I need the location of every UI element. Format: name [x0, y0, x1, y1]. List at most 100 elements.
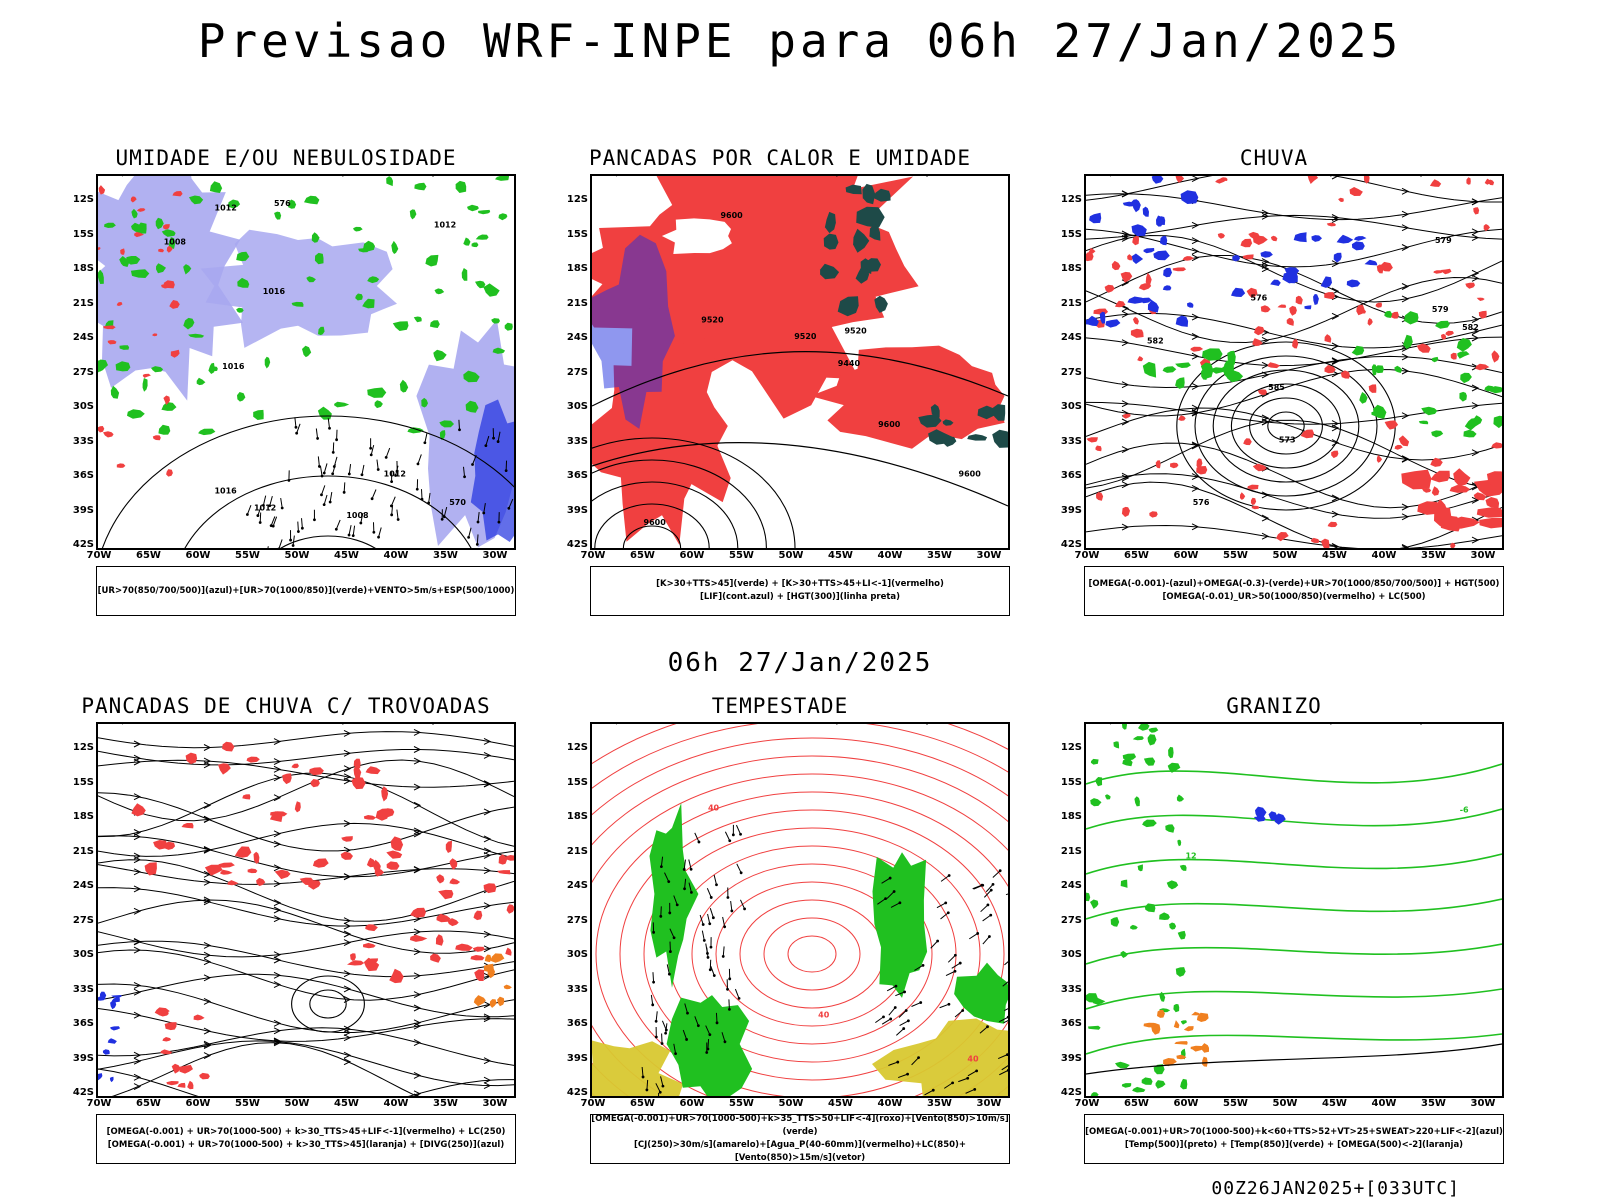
wind-vector — [477, 511, 480, 523]
wind-vector-head — [708, 922, 712, 926]
wind-vector-head — [268, 504, 272, 508]
omega-area — [1201, 1043, 1209, 1053]
wind-vector-head — [287, 478, 291, 482]
temp850-contour — [1132, 736, 1144, 741]
thunder-area — [187, 1080, 194, 1090]
thunder-area — [367, 958, 379, 963]
flow-arrow — [1191, 313, 1200, 321]
wind-vector — [317, 456, 320, 467]
wind-vector-head — [440, 517, 444, 521]
wind-vector-head — [316, 437, 319, 440]
rain-moderate — [1457, 351, 1470, 359]
lon-tick-label: 30W — [1470, 1098, 1496, 1109]
precip-water-contour — [592, 773, 1008, 1096]
temp850-contour — [1105, 794, 1111, 800]
rain-area — [1247, 484, 1259, 490]
rain-light — [1304, 305, 1312, 310]
rain-area — [1270, 235, 1278, 242]
wind-vector-head — [706, 956, 710, 959]
wind-vector-head — [652, 980, 655, 984]
humidity-low — [492, 347, 506, 354]
wind-vector — [705, 943, 708, 954]
thunder-area — [445, 840, 452, 853]
wind-vector-head — [641, 1075, 645, 1079]
lat-tick-label: 21S — [1060, 297, 1082, 309]
wind-vector — [982, 936, 990, 945]
rain-area — [1326, 222, 1336, 227]
map-pancadas-calor: 9600 9600 9600 9520 9600 9520 9440 9520 — [590, 174, 1010, 550]
wind-vector — [315, 428, 319, 439]
temp850-contour — [1110, 917, 1120, 927]
legend-line: [UR>70(850/700/500)](azul)+[UR>70(1000/8… — [97, 585, 515, 596]
humidity-low — [386, 176, 393, 187]
flow-arrow — [1401, 503, 1410, 511]
thunder-area — [282, 773, 292, 785]
lon-tick-label: 50W — [778, 550, 804, 561]
flow-arrow — [133, 988, 142, 996]
contour-line — [592, 459, 767, 548]
humidity-low — [168, 237, 176, 249]
wind-vector-head — [702, 939, 706, 942]
wind-vector-head — [390, 513, 394, 517]
lat-tick-label: 18S — [566, 263, 588, 274]
wind-vector-head — [396, 518, 400, 521]
contour-label: 576 — [1193, 498, 1210, 507]
thickness-mark — [166, 469, 173, 477]
wind-vector-head — [728, 1007, 731, 1011]
wind-vector — [673, 1043, 677, 1054]
thunder-area — [373, 859, 381, 872]
wind-vector — [332, 464, 336, 474]
lat-tick-label: 39S — [72, 1052, 94, 1064]
temp850-contour — [1086, 1033, 1502, 1055]
lon-tick-label: 60W — [679, 550, 705, 561]
thunder-area — [474, 969, 485, 981]
flow-arrow — [273, 840, 282, 848]
flow-arrow — [413, 746, 422, 753]
flow-arrow — [1121, 481, 1130, 489]
streamline — [1086, 228, 1502, 268]
streamline — [111, 1042, 418, 1096]
thickness-mark — [116, 302, 123, 306]
wind-vector-head — [709, 945, 713, 949]
thunder-area — [291, 763, 299, 769]
thunder-area — [435, 934, 444, 946]
wind-vector — [371, 489, 377, 499]
flow-arrow — [1191, 352, 1200, 360]
rain-area — [1086, 437, 1098, 443]
lat-tick-label: 15S — [566, 228, 588, 240]
wind-vector — [943, 1082, 953, 1089]
contour-line — [1194, 355, 1378, 497]
wind-vector-head — [1006, 1068, 1008, 1072]
wind-vector-head — [458, 428, 461, 432]
streamline — [98, 940, 514, 978]
wind-vector-head — [701, 923, 705, 926]
wind-vector-head — [726, 987, 729, 991]
temp850-contour — [1176, 794, 1185, 802]
map-tempestade: 40 40 40 — [590, 722, 1010, 1098]
flow-arrow — [1121, 234, 1130, 242]
wind-vector — [1003, 1020, 1008, 1024]
contour-label: 582 — [1462, 323, 1479, 332]
rain-area — [1491, 350, 1500, 363]
wind-vector — [376, 459, 379, 470]
streamline — [98, 835, 514, 878]
flow-arrow — [1261, 258, 1270, 266]
thunder-area — [340, 851, 353, 860]
temp850-contour — [1086, 988, 1502, 1010]
lat-tick-label: 42S — [566, 539, 588, 550]
flow-arrow — [413, 928, 422, 936]
thunder-area — [430, 953, 441, 963]
humidity-low — [142, 378, 148, 392]
wind-vector — [730, 900, 733, 911]
rain-moderate — [1371, 411, 1382, 417]
humidity-low — [504, 322, 513, 331]
humidity-low — [463, 370, 480, 383]
temp850-contour — [1090, 798, 1102, 807]
run-footer: 00Z26JAN2025+[033UTC] — [1211, 1178, 1460, 1199]
flow-arrow — [343, 773, 352, 781]
flow-arrow — [203, 845, 212, 853]
wind-vector — [335, 519, 341, 530]
rain-area — [1243, 438, 1252, 446]
humidity-low — [498, 213, 508, 221]
rain-light — [1132, 199, 1141, 213]
